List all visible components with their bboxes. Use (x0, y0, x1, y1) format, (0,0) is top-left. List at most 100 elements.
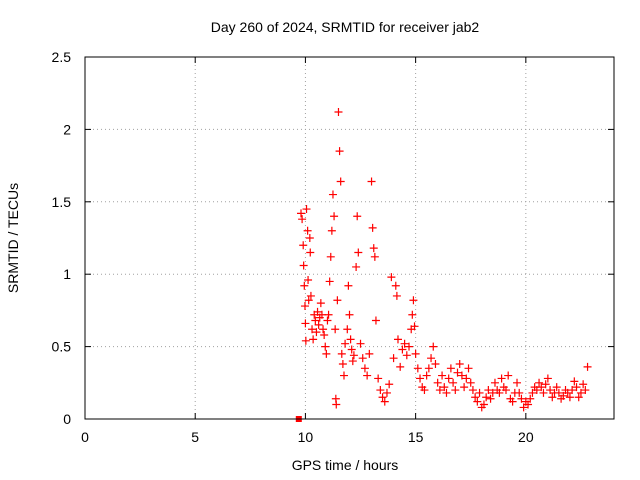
data-point (528, 388, 537, 397)
data-point (349, 351, 358, 360)
data-point (563, 388, 572, 397)
data-point (367, 177, 376, 186)
data-point (495, 388, 504, 397)
data-point (331, 325, 340, 334)
data-point (449, 378, 458, 387)
data-point (572, 383, 581, 392)
data-point (581, 386, 590, 395)
y-tick-label: 1.5 (52, 194, 72, 210)
data-point (306, 291, 315, 300)
data-point (576, 388, 585, 397)
data-point (325, 277, 334, 286)
data-point (343, 325, 352, 334)
data-point (335, 147, 344, 156)
data-point (541, 380, 550, 389)
data-point (368, 223, 377, 232)
data-point (341, 339, 350, 348)
data-point (304, 275, 313, 284)
data-point (337, 349, 346, 358)
data-point (299, 241, 308, 250)
data-point (314, 320, 323, 329)
data-point (574, 393, 583, 402)
data-point (554, 388, 563, 397)
data-point (321, 342, 330, 351)
data-point (298, 215, 307, 224)
data-point (435, 386, 444, 395)
data-point (336, 177, 345, 186)
data-point (344, 281, 353, 290)
data-point (328, 190, 337, 199)
data-point (345, 310, 354, 319)
data-point (374, 374, 383, 383)
data-point (308, 325, 317, 334)
data-point (348, 357, 357, 366)
data-point (475, 388, 484, 397)
data-point (354, 248, 363, 257)
data-point (457, 371, 466, 380)
data-points (295, 108, 592, 422)
plot-frame (84, 56, 615, 420)
data-point (327, 226, 336, 235)
y-tick-label: 0.5 (52, 339, 72, 355)
data-point (376, 386, 385, 395)
data-point (451, 386, 460, 395)
data-point (442, 388, 451, 397)
y-tick-label: 0 (63, 411, 71, 427)
data-point (371, 316, 380, 325)
data-point (405, 342, 414, 351)
data-point (473, 397, 482, 406)
x-axis-label: GPS time / hours (292, 457, 399, 473)
data-point (444, 374, 453, 383)
data-point (338, 359, 347, 368)
data-point (565, 393, 574, 402)
data-point (352, 262, 361, 271)
data-point (323, 316, 332, 325)
data-point (393, 335, 402, 344)
data-point (471, 393, 480, 402)
data-point (312, 328, 321, 337)
data-point (303, 226, 312, 235)
data-point (537, 383, 546, 392)
data-point (526, 394, 535, 403)
data-point (532, 386, 541, 395)
data-point (411, 349, 420, 358)
data-point (570, 377, 579, 386)
data-point (305, 234, 314, 242)
data-point (539, 388, 548, 397)
data-point (324, 310, 333, 319)
data-point (524, 400, 533, 409)
data-point (552, 383, 561, 392)
data-point (320, 331, 329, 340)
data-point (365, 349, 374, 358)
data-point (410, 322, 419, 331)
data-point (517, 394, 526, 403)
chart-title: Day 260 of 2024, SRMTID for receiver jab… (211, 19, 480, 35)
data-point (440, 383, 449, 392)
y-axis-label: SRMTID / TECUs (5, 183, 21, 293)
data-point (479, 400, 488, 409)
data-point (346, 335, 355, 344)
data-point (370, 252, 379, 261)
data-point (424, 364, 433, 373)
data-point (300, 281, 309, 290)
data-point (326, 252, 335, 261)
data-point (369, 244, 378, 253)
grid-lines (85, 57, 614, 419)
data-point (396, 362, 405, 371)
data-point (391, 281, 400, 290)
y-tick-label: 1 (63, 266, 71, 282)
data-point (380, 397, 389, 406)
data-point (508, 397, 517, 406)
data-point (408, 310, 417, 319)
data-point (382, 388, 391, 397)
data-point (515, 388, 524, 397)
data-point (302, 205, 311, 214)
data-point (402, 351, 411, 360)
data-point (568, 386, 577, 395)
data-point (304, 296, 313, 305)
y-tick-label: 2 (63, 121, 71, 137)
data-point (306, 248, 315, 257)
data-point (334, 108, 343, 117)
data-point (482, 393, 491, 402)
